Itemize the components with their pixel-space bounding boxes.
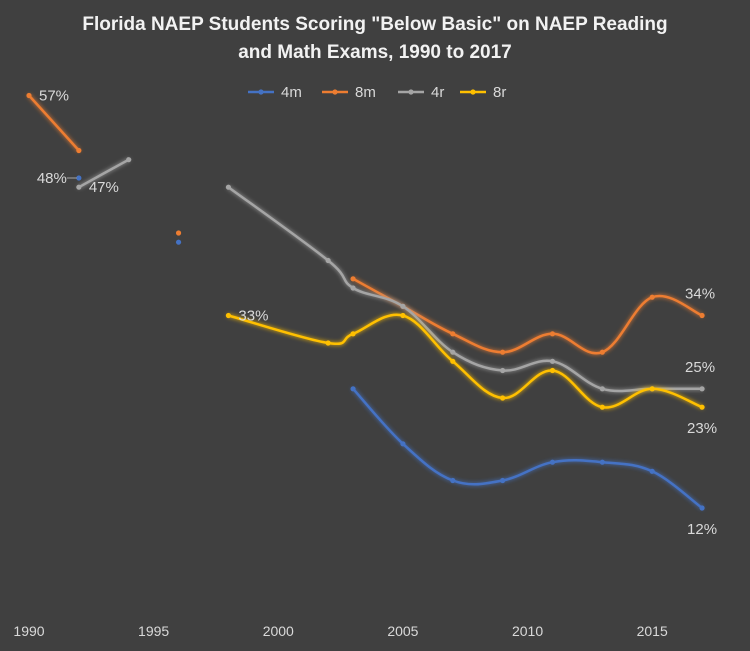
data-point-4m (549, 459, 556, 465)
data-point-8r (450, 358, 456, 364)
series-4r (76, 157, 705, 393)
data-point-8r (599, 404, 605, 410)
data-point-4m (649, 468, 655, 474)
x-axis: 1990 1995 2000 2005 2010 2015 (13, 623, 668, 639)
data-point-4r (126, 157, 132, 163)
series-line-8r (227, 313, 704, 409)
data-point-8m (649, 294, 655, 300)
data-label-4r: 47% (89, 179, 119, 196)
plot-area: 57% 48% 47% 33% 34% 25% 23% 12% (26, 88, 717, 538)
legend-label-8r: 8r (493, 84, 506, 101)
data-label-8r: 23% (687, 420, 717, 437)
data-label-4m: 12% (687, 521, 717, 538)
data-point-4r (76, 184, 82, 190)
data-point-4r (350, 285, 356, 291)
series-line-4m (351, 387, 704, 510)
data-point-4r (225, 184, 232, 190)
data-label-4r: 25% (685, 359, 715, 376)
data-point-8r (699, 404, 705, 410)
data-point-4m (400, 441, 406, 447)
x-tick-label: 2005 (387, 623, 418, 639)
legend-label-4m: 4m (281, 84, 302, 101)
data-point-4r (500, 367, 506, 374)
data-point-4r (699, 386, 705, 392)
legend-marker-8r (470, 89, 476, 95)
chart-title-line-1: Florida NAEP Students Scoring "Below Bas… (82, 14, 667, 35)
x-tick-label: 2010 (512, 623, 543, 639)
data-point-8m (549, 331, 556, 337)
data-point-8m (450, 331, 456, 337)
data-point-8r (325, 340, 331, 346)
x-tick-label: 2015 (637, 623, 668, 639)
data-point-4m (599, 459, 605, 465)
x-tick-label: 1995 (138, 623, 169, 639)
data-point-8m (26, 92, 32, 99)
data-label-4m: 48% (37, 170, 67, 187)
data-point-8m (599, 349, 605, 355)
legend-marker-8m (332, 89, 338, 95)
series-8m (26, 92, 705, 355)
series-line-4r (227, 185, 704, 393)
legend: 4m 8m 4r 8r (248, 84, 506, 101)
legend-label-8m: 8m (355, 84, 376, 101)
data-point-8m (76, 147, 82, 154)
chart-title-line-2: and Math Exams, 1990 to 2017 (238, 42, 512, 63)
series-8r (225, 312, 705, 410)
data-point-4r (450, 349, 456, 355)
data-point-4m (350, 386, 356, 392)
legend-marker-4r (408, 89, 414, 95)
series-line-4r (77, 158, 130, 189)
data-point-8m (699, 312, 705, 319)
legend-marker-4m (258, 89, 264, 95)
data-point-8r (500, 395, 506, 401)
data-point-8r (549, 367, 556, 374)
data-point-8m (500, 349, 506, 355)
series-line-8m (27, 94, 81, 152)
data-label-8r: 33% (238, 308, 268, 325)
data-point-8m (175, 230, 182, 236)
data-point-8r (400, 312, 406, 319)
data-point-4m (76, 175, 82, 181)
data-point-4m (175, 239, 182, 245)
data-label-8m: 34% (685, 286, 715, 303)
data-label-8m: 57% (39, 88, 69, 105)
data-point-8r (225, 312, 232, 319)
data-point-4r (325, 257, 331, 264)
data-point-4m (699, 505, 705, 511)
data-point-4m (450, 477, 456, 484)
data-point-8r (350, 331, 356, 337)
data-point-8r (649, 386, 655, 392)
data-point-4r (549, 358, 556, 364)
data-point-4r (400, 303, 406, 309)
series-4m (76, 175, 705, 511)
data-point-4m (500, 477, 506, 484)
x-tick-label: 2000 (263, 623, 294, 639)
data-point-4r (599, 386, 605, 392)
legend-label-4r: 4r (431, 84, 444, 101)
data-point-8m (350, 276, 356, 282)
x-tick-label: 1990 (13, 623, 44, 639)
